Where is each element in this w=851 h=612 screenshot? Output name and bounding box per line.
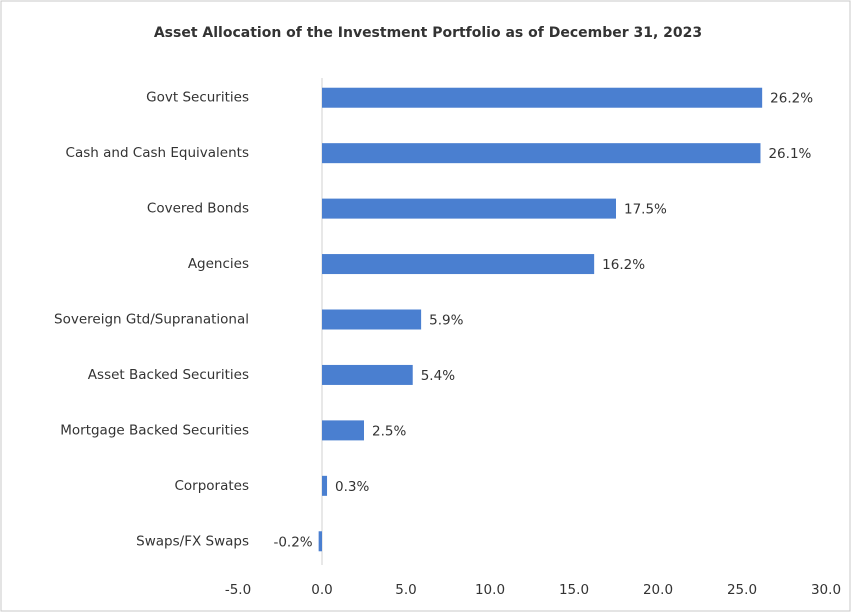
bar bbox=[322, 254, 595, 275]
x-tick-label: 10.0 bbox=[475, 582, 505, 598]
y-tick-label: Sovereign Gtd/Supranational bbox=[54, 312, 249, 328]
x-tick-label: 0.0 bbox=[311, 582, 332, 598]
y-tick-label: Agencies bbox=[188, 256, 249, 272]
bar bbox=[322, 198, 616, 219]
y-tick-label: Swaps/FX Swaps bbox=[136, 533, 249, 549]
x-tick-label: 5.0 bbox=[395, 582, 416, 598]
data-label: 0.3% bbox=[335, 479, 369, 495]
data-label: 26.2% bbox=[770, 91, 813, 107]
x-tick-label: 30.0 bbox=[811, 582, 841, 598]
data-label: 2.5% bbox=[372, 423, 406, 439]
y-tick-label: Mortgage Backed Securities bbox=[60, 422, 249, 438]
x-tick-label: 20.0 bbox=[643, 582, 673, 598]
x-tick-label: 25.0 bbox=[727, 582, 757, 598]
y-tick-label: Corporates bbox=[174, 478, 249, 494]
y-tick-label: Asset Backed Securities bbox=[88, 367, 249, 383]
bar bbox=[322, 420, 364, 441]
bar bbox=[322, 475, 328, 496]
bar bbox=[318, 531, 322, 552]
data-label: -0.2% bbox=[273, 534, 312, 550]
data-label: 26.1% bbox=[768, 146, 811, 162]
y-tick-label: Covered Bonds bbox=[147, 201, 249, 217]
data-label: 5.9% bbox=[429, 313, 463, 329]
bar bbox=[322, 87, 763, 108]
bar bbox=[322, 143, 761, 164]
bar bbox=[322, 364, 413, 385]
x-tick-label: -5.0 bbox=[225, 582, 251, 598]
x-tick-label: 15.0 bbox=[559, 582, 589, 598]
data-label: 16.2% bbox=[602, 257, 645, 273]
chart-title: Asset Allocation of the Investment Portf… bbox=[154, 25, 702, 41]
y-tick-label: Govt Securities bbox=[146, 90, 249, 106]
data-label: 5.4% bbox=[421, 368, 455, 384]
bar bbox=[322, 309, 422, 330]
y-tick-label: Cash and Cash Equivalents bbox=[66, 145, 249, 161]
data-label: 17.5% bbox=[624, 202, 667, 218]
